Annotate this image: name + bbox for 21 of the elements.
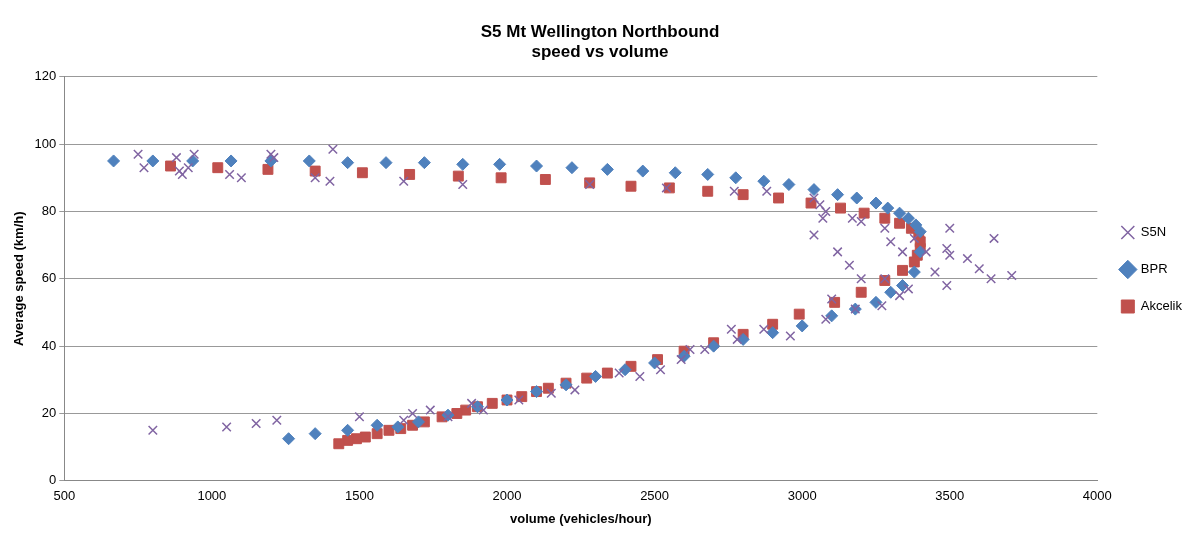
y-tick-label: 120 xyxy=(34,68,57,84)
x-tick-label: 500 xyxy=(53,488,76,504)
x-tick-label: 1000 xyxy=(197,488,227,504)
y-tick-label: 20 xyxy=(41,405,57,421)
x-tick-label: 3500 xyxy=(935,488,965,504)
y-tick-label: 80 xyxy=(41,203,57,219)
legend-label: BPR xyxy=(1140,261,1168,277)
x-tick-label: 2000 xyxy=(492,488,522,504)
x-tick-label: 4000 xyxy=(1082,488,1112,504)
legend-label: Akcelik xyxy=(1140,298,1183,314)
x-axis-title: volume (vehicles/hour) xyxy=(510,510,652,526)
y-tick-label: 100 xyxy=(34,135,57,151)
y-tick-label: 0 xyxy=(49,472,57,488)
y-axis-title: Average speed (km/h) xyxy=(11,211,27,347)
legend-label: S5N xyxy=(1140,224,1167,240)
chart-title: S5 Mt Wellington Northbound speed vs volume xyxy=(480,21,720,62)
y-tick-label: 40 xyxy=(41,337,57,353)
y-tick-label: 60 xyxy=(41,270,57,286)
x-tick-label: 3000 xyxy=(787,488,817,504)
x-tick-label: 2500 xyxy=(640,488,670,504)
x-tick-label: 1500 xyxy=(344,488,374,504)
